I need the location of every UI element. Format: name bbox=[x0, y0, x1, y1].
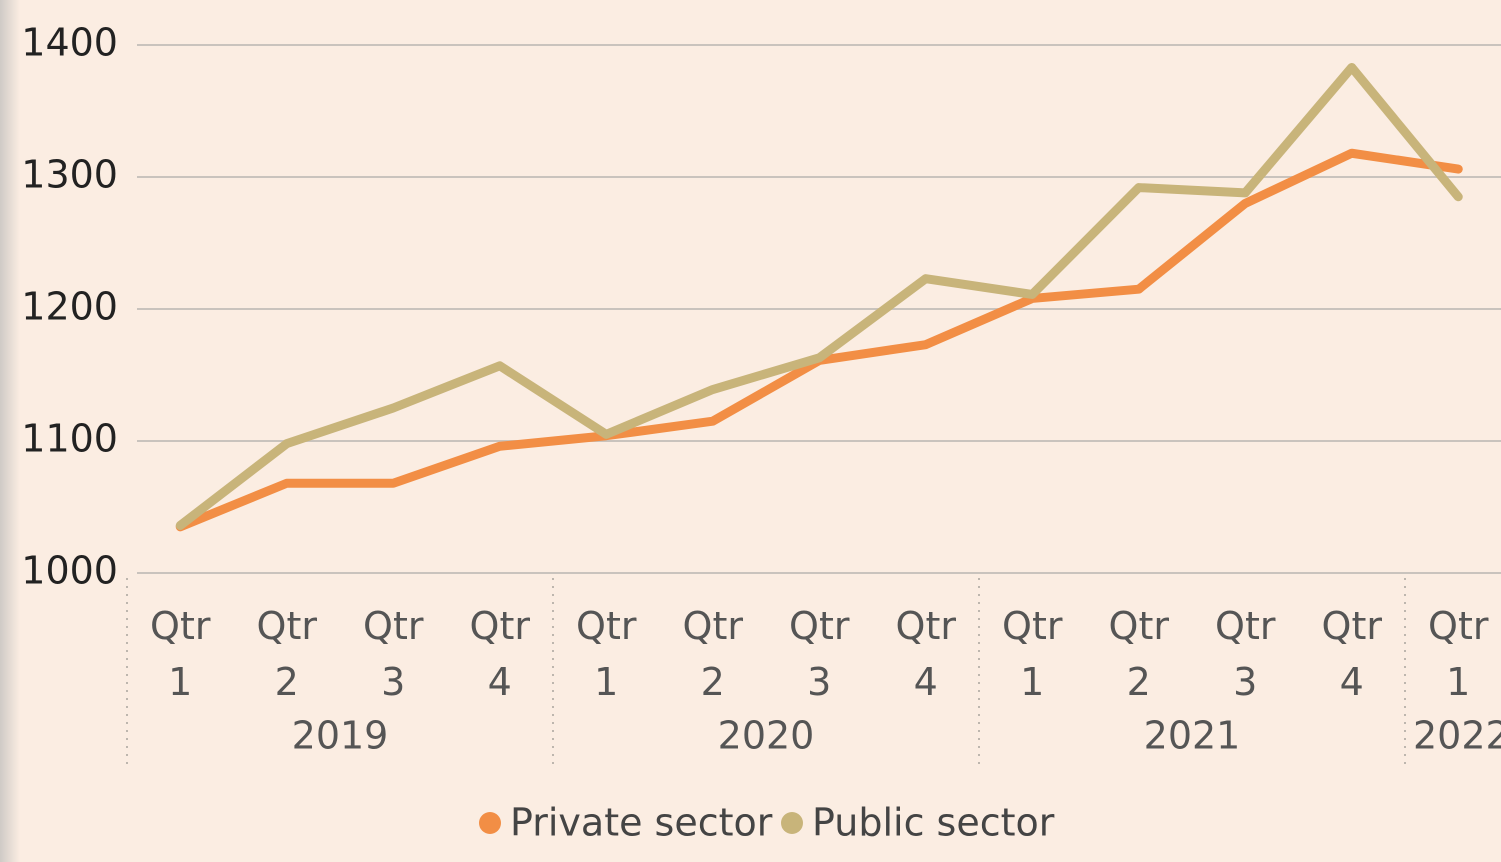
x-tick-label: Qtr 2 bbox=[1109, 604, 1170, 704]
x-tick-label: Qtr 2 bbox=[257, 604, 318, 704]
x-group-label: 2020 bbox=[718, 714, 815, 758]
x-tick-label: Qtr 1 bbox=[150, 604, 211, 704]
x-tick-label: Qtr 4 bbox=[1322, 604, 1383, 704]
y-tick-label: 1300 bbox=[21, 153, 118, 197]
x-tick-label: Qtr 3 bbox=[363, 604, 424, 704]
window-edge bbox=[0, 0, 20, 862]
x-tick-label: Qtr 3 bbox=[1215, 604, 1276, 704]
y-tick-label: 1000 bbox=[21, 549, 118, 593]
y-tick-label: 1100 bbox=[21, 417, 118, 461]
legend-marker bbox=[479, 812, 501, 834]
y-tick-label: 1400 bbox=[21, 21, 118, 65]
y-tick-label: 1200 bbox=[21, 285, 118, 329]
legend-label: Private sector bbox=[510, 801, 773, 845]
x-tick-label: Qtr 4 bbox=[896, 604, 957, 704]
series-line bbox=[175, 62, 1463, 530]
x-tick-label: Qtr 1 bbox=[1002, 604, 1063, 704]
legend-marker bbox=[781, 812, 803, 834]
x-tick-label: Qtr 2 bbox=[683, 604, 744, 704]
legend-label: Public sector bbox=[812, 801, 1055, 845]
x-group-label: 2021 bbox=[1144, 714, 1241, 758]
x-tick-label: Qtr 1 bbox=[1428, 604, 1489, 704]
x-tick-label: Qtr 3 bbox=[789, 604, 850, 704]
series-line bbox=[175, 148, 1463, 532]
x-tick-label: Qtr 1 bbox=[576, 604, 637, 704]
x-tick-label: Qtr 4 bbox=[470, 604, 531, 704]
x-group-label: 2022 bbox=[1413, 714, 1501, 758]
x-group-label: 2019 bbox=[292, 714, 389, 758]
